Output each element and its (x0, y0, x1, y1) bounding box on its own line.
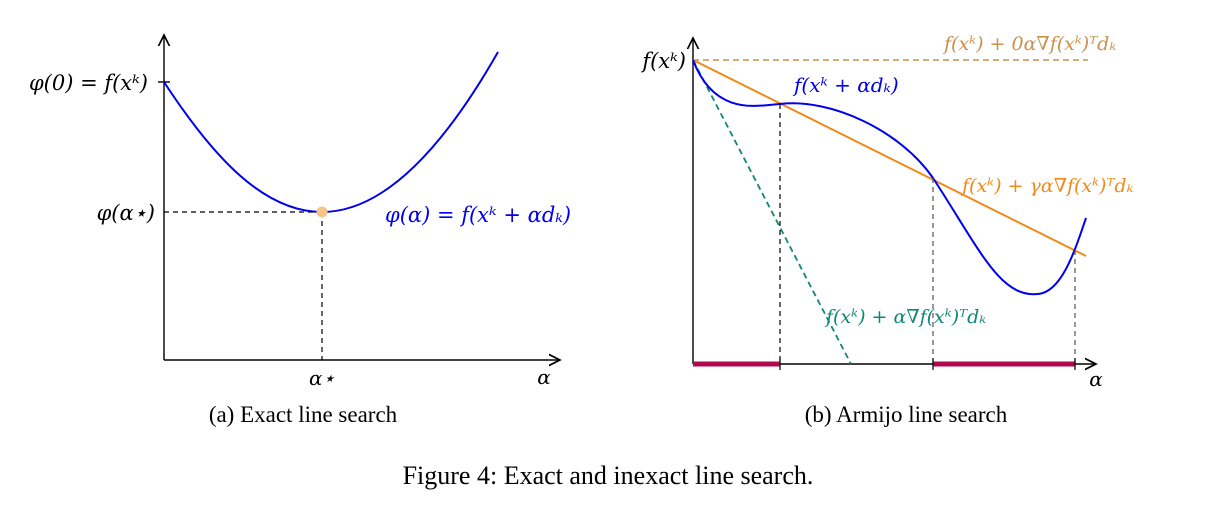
b-curve-label: f(xᵏ + αdₖ) (792, 73, 899, 97)
b-label-full-slope: f(xᵏ) + α∇f(xᵏ)ᵀdₖ (824, 306, 986, 328)
a-x-axis-label: α (537, 365, 551, 389)
b-curve (692, 59, 1087, 296)
a-caption: (a) Exact line search (209, 402, 398, 427)
figure-caption: Figure 4: Exact and inexact line search. (403, 461, 814, 490)
a-label-phi-star: φ(α⋆) (97, 201, 155, 225)
b-label-gamma-slope: f(xᵏ) + γα∇f(xᵏ)ᵀdₖ (960, 175, 1134, 197)
a-x-tick-label: α⋆ (309, 366, 335, 390)
panel-b: f(xᵏ) f(xᵏ) + 0α∇f(xᵏ)ᵀdₖ f(xᵏ + αdₖ) f(… (640, 33, 1133, 427)
b-y-tick-label: f(xᵏ) (640, 49, 686, 73)
a-minimum-point (316, 206, 328, 218)
b-line-gamma-slope (692, 59, 1087, 257)
a-label-phi0: φ(0) = f(xᵏ) (29, 71, 148, 95)
b-line-full-slope (692, 59, 852, 365)
b-x-axis-label: α (1089, 367, 1103, 391)
b-label-zero-slope: f(xᵏ) + 0α∇f(xᵏ)ᵀdₖ (942, 33, 1116, 55)
b-caption: (b) Armijo line search (805, 402, 1008, 427)
a-curve-label: φ(α) = f(xᵏ + αdₖ) (385, 203, 571, 227)
panel-a: φ(0) = f(xᵏ) φ(α⋆) φ(α) = f(xᵏ + αdₖ) α⋆… (29, 35, 571, 427)
a-curve (163, 51, 499, 214)
